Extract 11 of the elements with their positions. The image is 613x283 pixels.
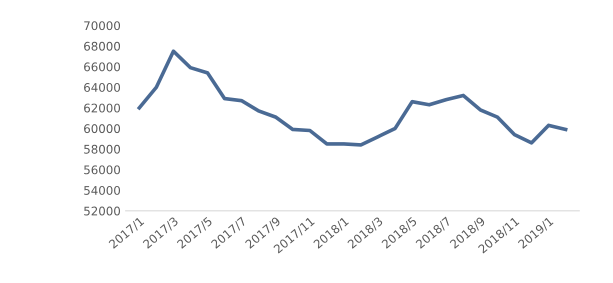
y-tick-label: 54000: [84, 186, 120, 195]
line-series: [138, 49, 568, 147]
y-tick-label: 58000: [84, 144, 120, 154]
y-tick-label: 66000: [84, 62, 120, 72]
y-tick-label: 62000: [84, 104, 120, 113]
y-tick-label: 52000: [84, 206, 120, 216]
y-tick-label: 60000: [84, 124, 120, 134]
y-tick-label: 64000: [84, 82, 120, 92]
y-tick-label: 70000: [84, 21, 120, 30]
y-tick-label: 68000: [84, 42, 120, 51]
y-tick-label: 56000: [84, 165, 120, 174]
